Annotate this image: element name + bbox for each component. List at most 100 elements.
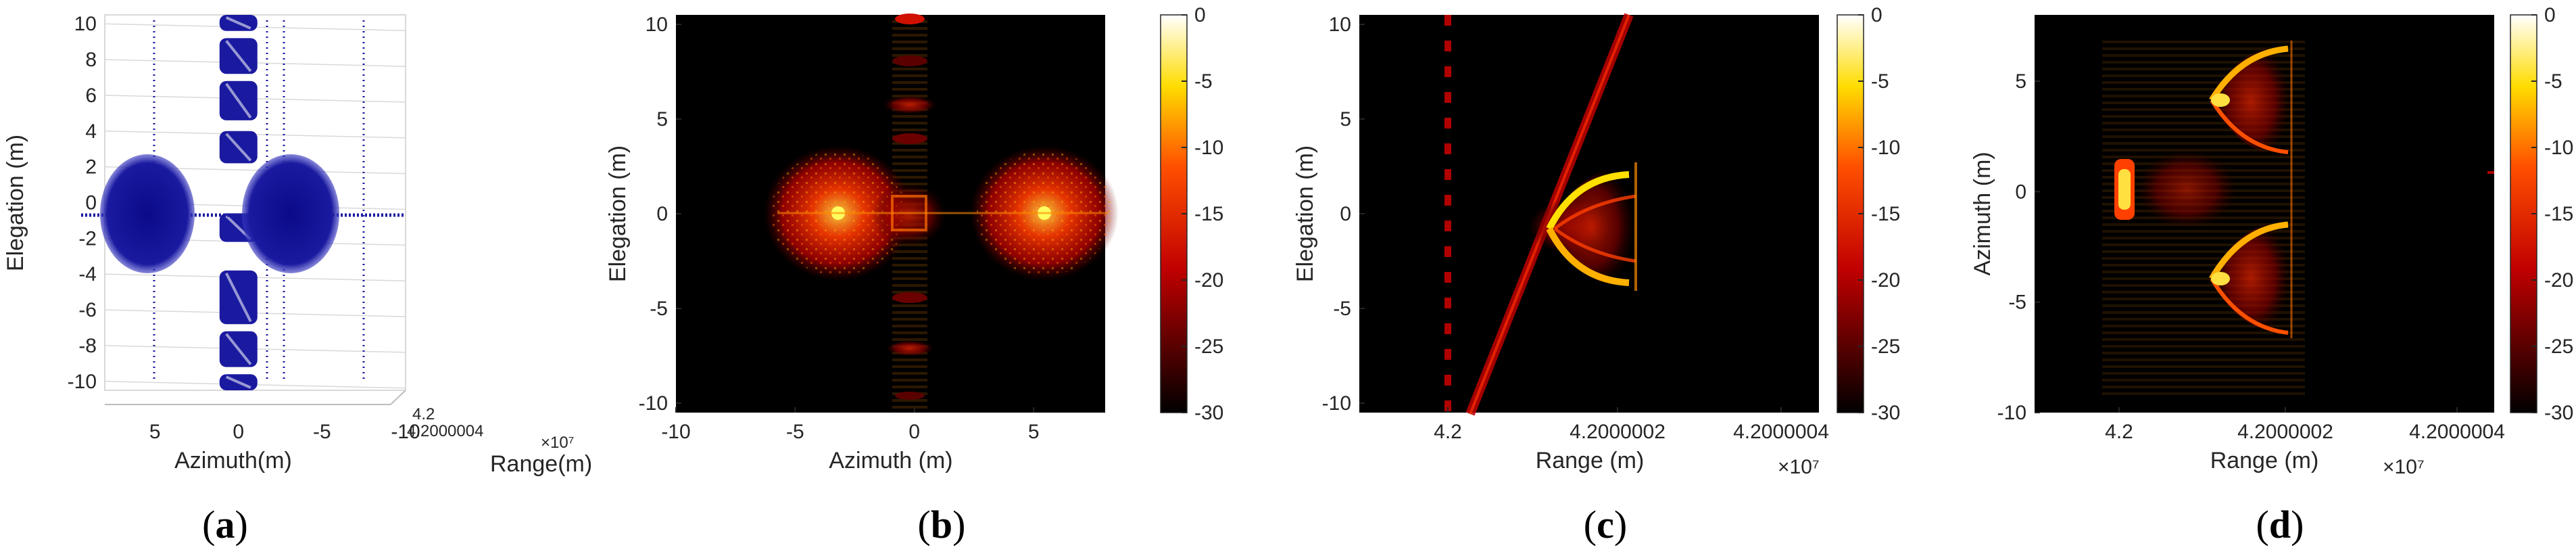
panel-d-ytick-label: -5 <box>2008 292 2026 314</box>
panel-b-xtick-label: -5 <box>786 421 804 443</box>
panel-c-cbtick-label: 0 <box>1871 4 1882 26</box>
panel-d-ytick-label: -10 <box>1997 402 2026 424</box>
panel-a-ytick-label: 6 <box>85 85 97 107</box>
panel-c-ylabel: Elegation (m) <box>1292 145 1318 282</box>
panel-b-xtick-label: 0 <box>908 421 920 443</box>
panel-c-xtick-label: 4.2000004 <box>1733 421 1829 443</box>
panel-a-xtick-label: -10 <box>391 421 420 443</box>
panel-c-ytick-label: 10 <box>1329 14 1351 36</box>
panel-b-caption: (b) <box>918 503 966 547</box>
panel-a-column-hatch <box>225 333 252 365</box>
panel-b-colorbar-ticks: 0 -5 -10 -15 -20 -25 -30 <box>1182 4 1223 424</box>
panel-c-cbtick-label: -20 <box>1871 269 1900 292</box>
panel-d-xtick-label: 4.2000004 <box>2409 421 2505 443</box>
panel-c-y-ticks: 10 5 0 -5 -10 <box>1322 14 1365 415</box>
panel-a-ylabel: Elegation (m) <box>3 135 28 271</box>
panel-d-xtick-label: 4.2 <box>2105 421 2133 443</box>
panel-d-colorbar-ticks: 0 -5 -10 -15 -20 -25 -30 <box>2531 4 2573 424</box>
panel-d-caption: (d) <box>2256 503 2304 547</box>
panel-c-cbtick-label: -15 <box>1871 203 1900 225</box>
panel-a-column-hatch <box>224 273 252 323</box>
panel-b-y-ticks: 10 5 0 -5 -10 <box>639 14 681 415</box>
panel-a-right-disk <box>242 154 339 273</box>
panel-b-ytick-label: -5 <box>650 298 668 320</box>
panel-c-cbtick-label: -5 <box>1871 70 1889 93</box>
panel-c-ytick-label: 5 <box>1340 108 1351 131</box>
panel-b-ytick-label: 0 <box>656 203 668 225</box>
panel-b-cbtick-label: -10 <box>1194 137 1223 159</box>
panel-c-xexponent: ×10⁷ <box>1778 456 1820 478</box>
panel-a-ytick-label: -10 <box>68 371 97 393</box>
panel-a-caption: (a) <box>202 503 248 547</box>
panel-a-column-hatch <box>225 375 251 389</box>
panel-b-ytick-label: 5 <box>656 108 668 131</box>
panel-a-ytick-label: 4 <box>85 120 97 143</box>
panel-b-xtick-label: 5 <box>1028 421 1040 443</box>
panel-a-depth-line <box>390 390 406 405</box>
panel-b-xlabel: Azimuth (m) <box>829 448 952 473</box>
panel-b-cbtick-label: -15 <box>1194 203 1223 225</box>
panel-d-y-ticks: 5 0 -5 -10 <box>1997 70 2040 424</box>
panel-d-cbtick-label: -5 <box>2544 70 2562 93</box>
panel-b-cbtick-label: -30 <box>1194 402 1223 424</box>
panel-d-x-ticks: 4.2 4.2000002 4.2000004 <box>2105 407 2505 443</box>
panel-a-zexponent: ×10⁷ <box>541 434 574 452</box>
panel-a-left-disk <box>100 154 195 273</box>
panel-c-xlabel: Range (m) <box>1536 448 1645 473</box>
panel-d-xlabel: Range (m) <box>2210 448 2319 473</box>
panel-a-column-hatch <box>225 40 252 72</box>
panel-d-heatmap: 5 0 -5 -10 4.2 4.2000002 4.2000004 Azimuth (m… <box>1970 4 2573 547</box>
panel-d-ylabel: Azimuth (m) <box>1970 152 1995 275</box>
panel-a-x-ticks: 5 0 -5 -10 <box>149 421 420 443</box>
panel-d-cbtick-label: -30 <box>2544 402 2573 424</box>
panel-a-ytick-label: -6 <box>78 299 97 321</box>
panel-b-ytick-label: 10 <box>646 14 668 36</box>
panel-d-xexponent: ×10⁷ <box>2383 456 2425 478</box>
panel-a-xtick-label: 5 <box>149 421 161 443</box>
panel-c-image <box>1444 13 1637 416</box>
panel-c-heatmap: 10 5 0 -5 -10 4.2 4.2000002 4.2000004 Elegatio… <box>1292 4 1900 547</box>
panel-a-ytick-label: 8 <box>85 49 97 71</box>
panel-a-ytick-label: 0 <box>85 192 97 214</box>
panel-c-xtick-label: 4.2000002 <box>1570 421 1666 443</box>
panel-c-colorbar-ticks: 0 -5 -10 -15 -20 -25 -30 <box>1858 4 1900 424</box>
panel-d-xtick-label: 4.2000002 <box>2237 421 2333 443</box>
panel-c-cbtick-label: -30 <box>1871 402 1900 424</box>
panel-b-xtick-label: -10 <box>661 421 690 443</box>
panel-b-cbtick-label: -20 <box>1194 269 1223 292</box>
panel-c-cbtick-label: -25 <box>1871 335 1900 358</box>
panel-d-cbtick-label: -10 <box>2544 137 2573 159</box>
panel-c-ytick-label: -10 <box>1322 392 1351 415</box>
panel-a-column-hatch <box>225 133 252 162</box>
panel-c-xtick-label: 4.2 <box>1434 421 1462 443</box>
panel-a-ztick-1: 4.2 <box>412 405 435 423</box>
panel-c-caption: (c) <box>1584 503 1627 547</box>
panel-d-image <box>2102 41 2494 399</box>
panel-d-cbtick-label: -25 <box>2544 335 2573 358</box>
panel-a-column-hatch <box>225 83 252 119</box>
panel-b-heatmap: 10 5 0 -5 -10 -10 -5 0 5 Elegation (m) Azimuth … <box>605 4 1223 547</box>
panel-a-zlabel: Range(m) <box>490 451 592 477</box>
panel-c-x-ticks: 4.2 4.2000002 4.2000004 <box>1434 407 1829 443</box>
panel-a-xtick-label: 0 <box>233 421 244 443</box>
panel-c-cbtick-label: -10 <box>1871 137 1900 159</box>
panel-a-ztick-2: 4.2000004 <box>407 422 483 440</box>
panel-b-ylabel: Elegation (m) <box>605 145 631 282</box>
panel-d-cbtick-label: 0 <box>2544 4 2556 26</box>
panel-c-ytick-label: 0 <box>1340 203 1351 225</box>
panel-d-ytick-label: 5 <box>2015 70 2026 93</box>
panel-a-xtick-label: -5 <box>313 421 331 443</box>
panel-b-cbtick-label: -5 <box>1194 70 1213 93</box>
panel-d-ytick-label: 0 <box>2015 181 2026 203</box>
panel-a-ytick-label: -4 <box>78 263 97 285</box>
panel-b-cbtick-label: 0 <box>1194 4 1206 26</box>
panel-a-y-ticks: 10 8 6 4 2 0 -2 -4 -6 -8 -10 <box>68 13 97 393</box>
panel-d-cbtick-label: -20 <box>2544 269 2573 292</box>
panel-a-xlabel: Azimuth(m) <box>174 448 292 473</box>
panel-b-ytick-label: -10 <box>639 392 668 415</box>
panel-a-ytick-label: 2 <box>85 156 97 179</box>
panel-d-cbtick-label: -15 <box>2544 203 2573 225</box>
panel-a-scatter3d: 10 8 6 4 2 0 -2 -4 -6 -8 -10 5 0 -5 -10 Elegation (m)… <box>3 13 592 547</box>
panel-a-ytick-label: 10 <box>74 13 97 35</box>
